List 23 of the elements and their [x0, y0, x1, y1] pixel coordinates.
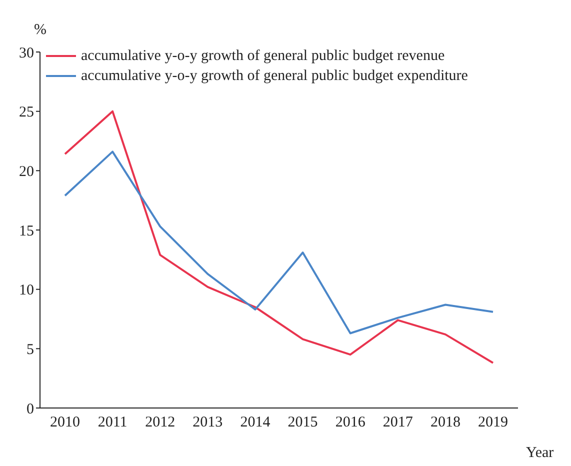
y-tick-label: 30 [19, 45, 34, 62]
y-tick-label: 10 [19, 282, 34, 299]
y-tick-label: 20 [19, 164, 34, 180]
y-tick-label: 5 [26, 342, 34, 358]
x-tick-label: 2011 [98, 414, 128, 431]
legend-label: accumulative y-o-y growth of general public budget revenue [81, 47, 445, 66]
line-series [64, 150, 494, 334]
y-axis-title: % [34, 22, 46, 39]
x-tick-label: 2018 [430, 414, 460, 431]
x-tick-label: 2014 [240, 414, 271, 431]
line-series [64, 110, 494, 364]
x-tick-label: 2012 [145, 414, 176, 431]
x-tick-label: 2010 [50, 414, 80, 431]
y-tick-label: 0 [26, 401, 34, 418]
x-tick-label: 2016 [335, 414, 366, 431]
legend-label: accumulative y-o-y growth of general public budget expenditure [81, 67, 468, 86]
x-tick-label: 2019 [478, 414, 508, 431]
x-tick-label: 2015 [288, 414, 318, 431]
y-tick-label: 25 [19, 104, 34, 121]
x-axis-title: Year [526, 445, 554, 462]
y-tick-label: 15 [19, 223, 34, 240]
x-tick-label: 2017 [382, 414, 414, 431]
x-tick-label: 2013 [192, 414, 223, 431]
